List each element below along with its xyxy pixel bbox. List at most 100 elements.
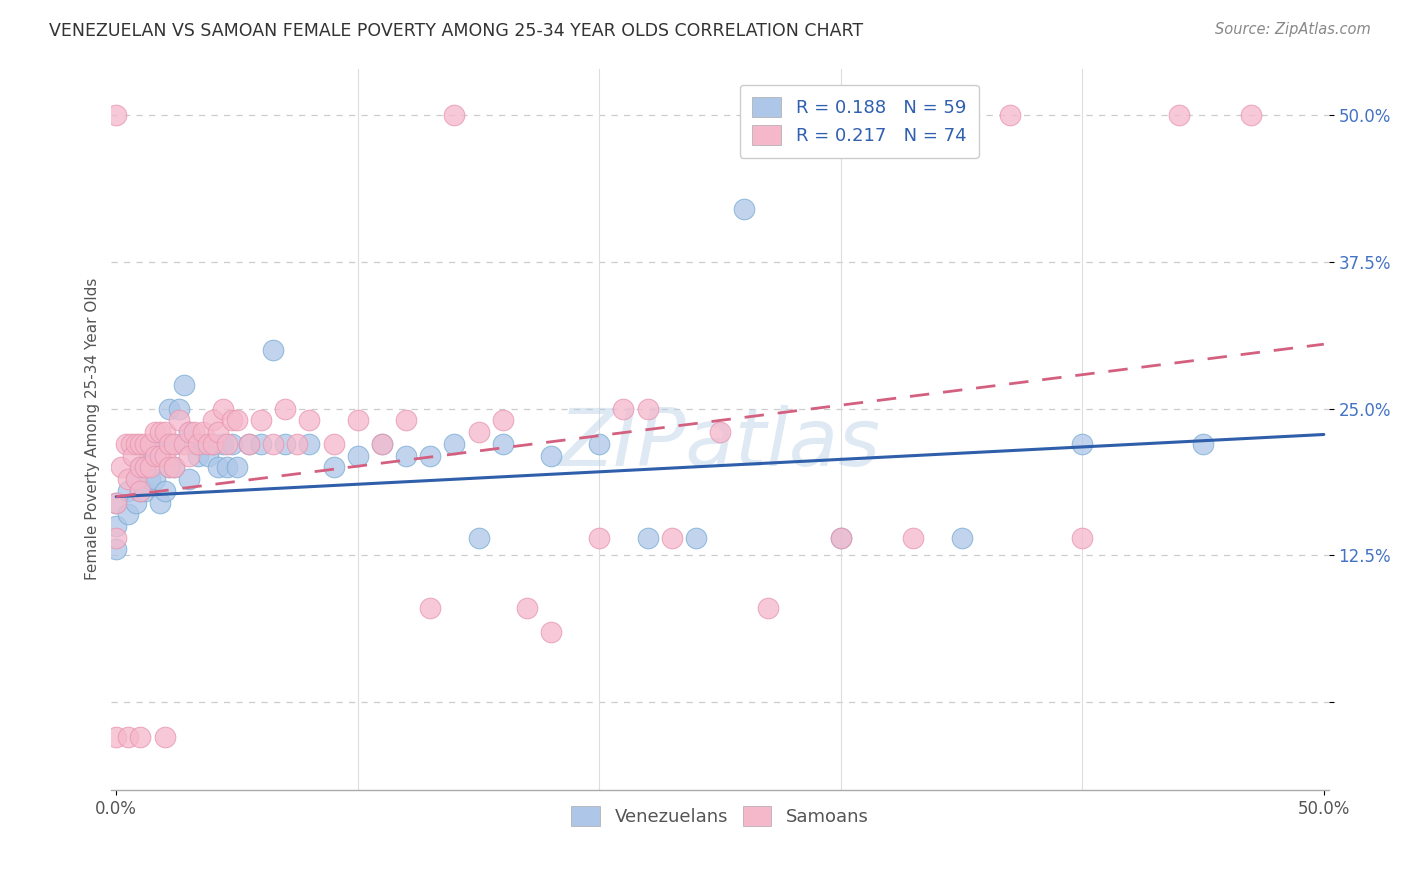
Point	[143, 425, 166, 439]
Point	[149, 437, 172, 451]
Point	[177, 472, 200, 486]
Point	[153, 425, 176, 439]
Point	[110, 460, 132, 475]
Point	[661, 531, 683, 545]
Point	[612, 401, 634, 416]
Point	[298, 413, 321, 427]
Point	[211, 401, 233, 416]
Point	[637, 531, 659, 545]
Point	[163, 437, 186, 451]
Point	[153, 483, 176, 498]
Point	[733, 202, 755, 217]
Point	[173, 378, 195, 392]
Point	[950, 531, 973, 545]
Point	[193, 437, 215, 451]
Point	[157, 460, 180, 475]
Point	[134, 460, 156, 475]
Point	[157, 437, 180, 451]
Text: Source: ZipAtlas.com: Source: ZipAtlas.com	[1215, 22, 1371, 37]
Point	[187, 437, 209, 451]
Point	[221, 437, 243, 451]
Point	[250, 413, 273, 427]
Point	[998, 108, 1021, 122]
Point	[262, 343, 284, 357]
Point	[467, 531, 489, 545]
Point	[830, 531, 852, 545]
Point	[637, 401, 659, 416]
Point	[274, 401, 297, 416]
Point	[1071, 437, 1094, 451]
Y-axis label: Female Poverty Among 25-34 Year Olds: Female Poverty Among 25-34 Year Olds	[86, 278, 100, 581]
Point	[129, 437, 152, 451]
Point	[274, 437, 297, 451]
Point	[201, 413, 224, 427]
Point	[1192, 437, 1215, 451]
Point	[157, 460, 180, 475]
Point	[221, 413, 243, 427]
Point	[492, 437, 515, 451]
Point	[105, 531, 128, 545]
Point	[163, 460, 186, 475]
Point	[129, 483, 152, 498]
Point	[201, 437, 224, 451]
Point	[163, 437, 186, 451]
Point	[124, 437, 146, 451]
Point	[226, 413, 249, 427]
Point	[197, 437, 219, 451]
Point	[105, 495, 128, 509]
Point	[298, 437, 321, 451]
Point	[1071, 531, 1094, 545]
Point	[117, 483, 139, 498]
Point	[122, 449, 145, 463]
Point	[149, 449, 172, 463]
Point	[183, 437, 205, 451]
Point	[193, 425, 215, 439]
Point	[419, 601, 441, 615]
Text: VENEZUELAN VS SAMOAN FEMALE POVERTY AMONG 25-34 YEAR OLDS CORRELATION CHART: VENEZUELAN VS SAMOAN FEMALE POVERTY AMON…	[49, 22, 863, 40]
Point	[173, 437, 195, 451]
Point	[134, 460, 156, 475]
Point	[124, 472, 146, 486]
Point	[157, 401, 180, 416]
Point	[238, 437, 260, 451]
Point	[1240, 108, 1263, 122]
Point	[1167, 108, 1189, 122]
Point	[588, 531, 610, 545]
Point	[129, 730, 152, 744]
Point	[346, 449, 368, 463]
Point	[443, 437, 465, 451]
Point	[105, 542, 128, 557]
Point	[201, 437, 224, 451]
Point	[153, 730, 176, 744]
Point	[395, 449, 418, 463]
Point	[167, 413, 190, 427]
Point	[395, 413, 418, 427]
Point	[124, 495, 146, 509]
Point	[903, 531, 925, 545]
Point	[177, 425, 200, 439]
Point	[217, 437, 239, 451]
Point	[117, 508, 139, 522]
Point	[153, 449, 176, 463]
Point	[371, 437, 394, 451]
Point	[149, 495, 172, 509]
Point	[709, 425, 731, 439]
Point	[588, 437, 610, 451]
Point	[443, 108, 465, 122]
Point	[153, 437, 176, 451]
Point	[167, 401, 190, 416]
Point	[287, 437, 309, 451]
Point	[124, 472, 146, 486]
Point	[105, 519, 128, 533]
Point	[685, 531, 707, 545]
Point	[105, 495, 128, 509]
Point	[207, 425, 229, 439]
Point	[177, 449, 200, 463]
Point	[129, 460, 152, 475]
Point	[226, 460, 249, 475]
Point	[117, 472, 139, 486]
Point	[756, 601, 779, 615]
Point	[139, 449, 162, 463]
Point	[129, 460, 152, 475]
Point	[187, 449, 209, 463]
